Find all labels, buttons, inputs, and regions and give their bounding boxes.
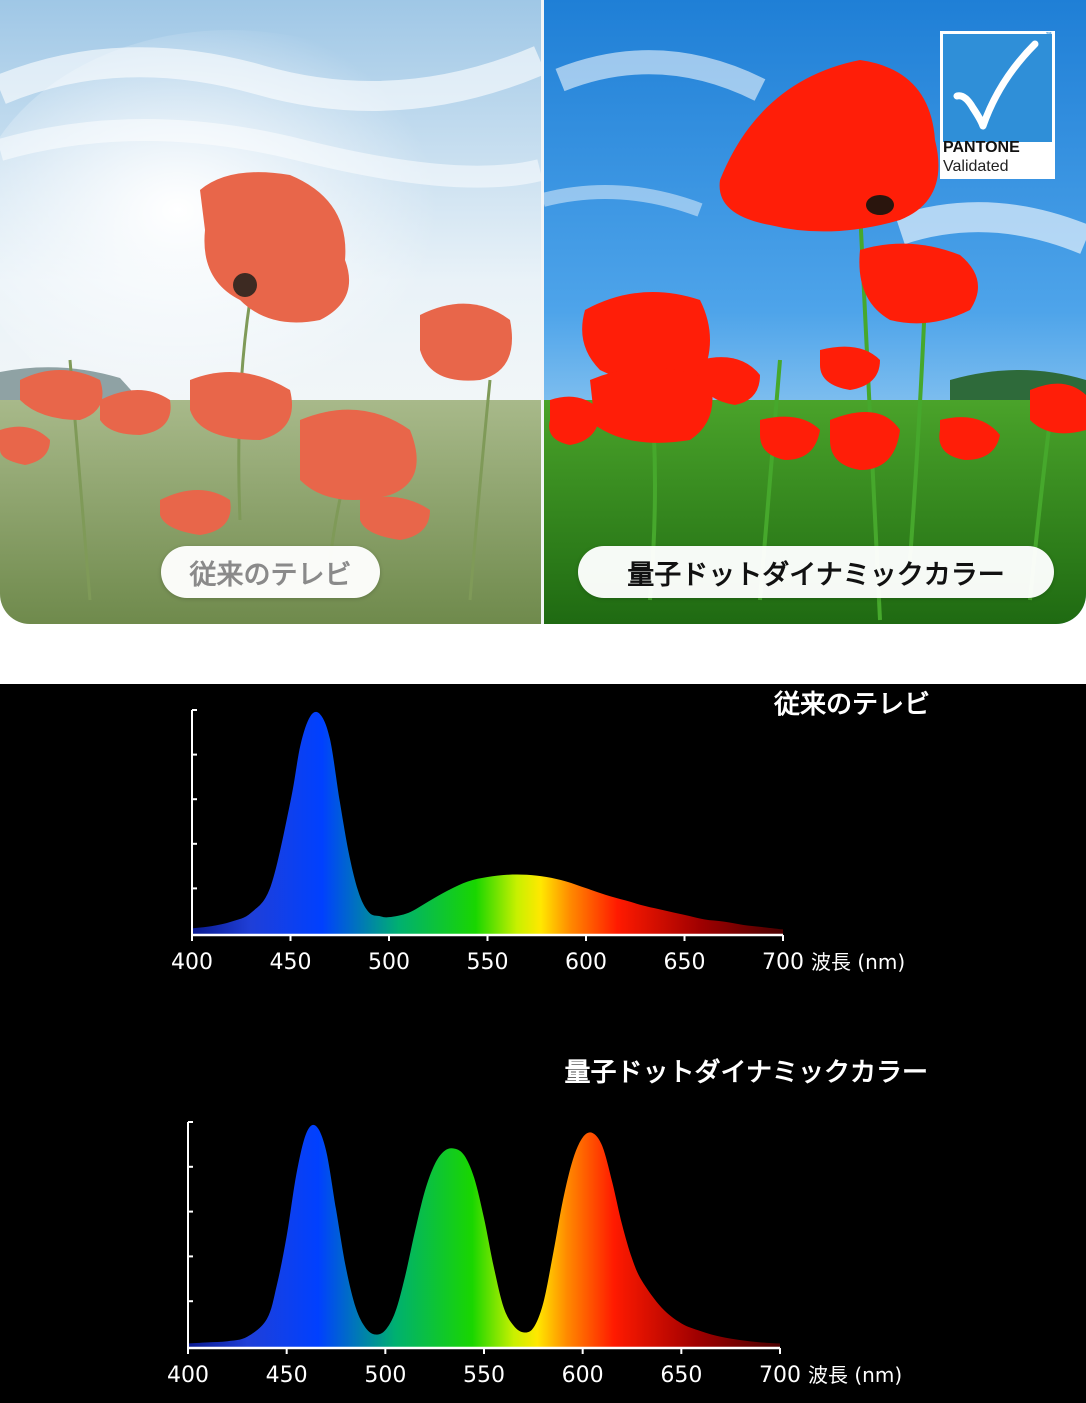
x-tick-label: 450 [270,950,312,975]
pantone-validated-badge: ™ PANTONE Validated [940,31,1055,179]
x-axis-label: 波長 (nm) [811,950,905,974]
pantone-subtitle: Validated [943,158,1009,175]
x-tick-label: 600 [562,1363,604,1388]
split-divider [541,0,544,624]
x-axis-label: 波長 (nm) [808,1363,902,1387]
pantone-name: PANTONE [943,139,1020,156]
poppy-field-illustration [0,0,1086,624]
conventional-tv-label: 従来のテレビ [161,546,380,598]
x-tick-label: 450 [266,1363,308,1388]
x-tick-label: 600 [565,950,607,975]
quantum-dot-label: 量子ドットダイナミックカラー [578,546,1054,598]
quantum-dot-spectrum-chart: 400 450 500 550 600 650 700 波長 (nm) [167,1121,902,1388]
x-tick-label: 500 [368,950,410,975]
spectrum-area-1 [188,1124,780,1348]
x-tick-label: 700 [759,1363,801,1388]
x-tick-label: 650 [660,1363,702,1388]
x-tick-label: 400 [167,1363,209,1388]
x-tick-label: 700 [762,950,804,975]
spectrum-svg: 400 450 500 550 600 650 700 波長 (nm) 400 450 500 55… [167,709,905,1388]
spectrum-charts: 400 450 500 550 600 650 700 波長 (nm) 400 450 500 55… [0,684,1086,1403]
x-tick-label: 650 [664,950,706,975]
x-tick-label: 550 [467,950,509,975]
checkmark-icon [943,34,1052,142]
chart-title-quantum-dot: 量子ドットダイナミックカラー [564,1058,928,1088]
conventional-tv-spectrum-chart: 400 450 500 550 600 650 700 波長 (nm) [171,709,905,975]
x-tick-label: 400 [171,950,213,975]
comparison-photo: 従来のテレビ 量子ドットダイナミックカラー ™ PANTONE Validate… [0,0,1086,624]
spectrum-area-0 [192,711,783,935]
x-tick-label: 550 [463,1363,505,1388]
trademark-symbol: ™ [1045,31,1053,40]
chart-title-conventional: 従来のテレビ [773,690,930,720]
x-tick-label: 500 [364,1363,406,1388]
